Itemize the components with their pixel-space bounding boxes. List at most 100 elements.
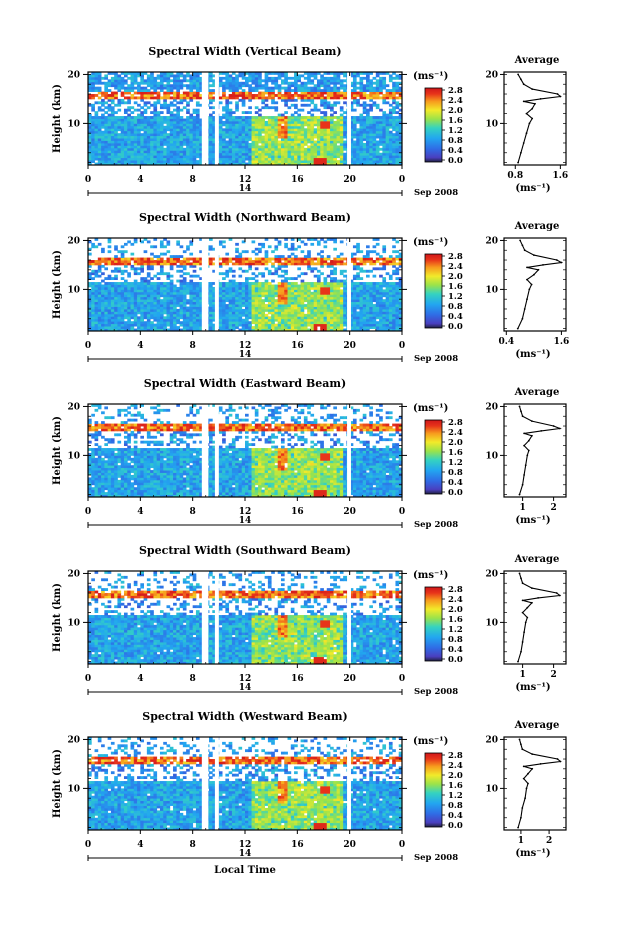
colorbar-tick-label: 0.8 (448, 635, 463, 645)
date-month-label: Sep 2008 (414, 853, 458, 863)
colorbar-tick-label: 2.4 (448, 761, 463, 771)
colorbar-tick-label: 2.4 (448, 428, 463, 438)
profile-point (556, 93, 559, 95)
heatmap-cells (88, 238, 403, 332)
profile-point (520, 816, 522, 819)
colorbar (424, 752, 443, 828)
profile-point (517, 161, 519, 164)
date-day-label: 14 (239, 184, 252, 194)
panel-4: Spectral Width (Westward Beam)2010Height… (52, 710, 567, 876)
profile-point (524, 621, 527, 624)
profile-title: Average (514, 720, 560, 731)
colorbar-tick-label: 0.0 (448, 655, 463, 665)
colorbar-unit: (ms⁻¹) (413, 570, 448, 581)
profile-point (559, 95, 562, 98)
y-tick-label: 10 (67, 285, 80, 295)
panel-1: Spectral Width (Northward Beam) 20 10 Heigh… (52, 211, 569, 364)
profile-point (522, 777, 525, 780)
date-day-label: 14 (239, 350, 252, 360)
y-tick-label: 20 (67, 236, 80, 246)
data-gap-1 (214, 737, 219, 830)
x-tick-label: 16 (291, 507, 304, 517)
profile-point (531, 753, 534, 755)
colorbar-tick-label: 0.8 (448, 136, 463, 146)
profile-point (517, 826, 519, 829)
data-gap-0 (201, 571, 209, 664)
date-month-label: Sep 2008 (414, 188, 458, 198)
colorbar-tick-label: 2.4 (448, 262, 463, 272)
profile-point (521, 483, 524, 486)
profile-point (527, 782, 529, 785)
profile-point (526, 616, 529, 619)
colorbar-tick-label: 0.8 (448, 302, 463, 312)
y-tick-label: 10 (67, 119, 80, 129)
panel-title: Spectral Width (Vertical Beam) (148, 45, 341, 58)
x-tick-label: 0 (85, 840, 91, 850)
colorbar-tick-label: 0.0 (448, 156, 463, 166)
profile-point (558, 594, 561, 597)
colorbar (424, 87, 443, 163)
colorbar-unit: (ms⁻¹) (413, 736, 448, 747)
profile-point (523, 474, 525, 476)
profile-point (519, 239, 521, 242)
x-tick-label: 0 (399, 840, 405, 850)
colorbar-tick-label: 1.2 (448, 625, 463, 635)
profile-point (533, 254, 535, 256)
heatmap-cells (88, 571, 403, 665)
y-axis-label: Height (km) (52, 250, 63, 319)
profile-point (540, 430, 543, 432)
profile-point (522, 83, 525, 86)
x-tick-label: 8 (190, 341, 196, 351)
date-month-label: Sep 2008 (414, 354, 458, 364)
profile-y-tick-label: 10 (485, 285, 498, 295)
profile-point (518, 572, 521, 575)
y-tick-label: 10 (67, 451, 80, 461)
colorbar-tick-label: 0.4 (448, 146, 463, 156)
profile-point (517, 73, 519, 76)
profile-title: Average (514, 221, 560, 232)
x-tick-label: 4 (137, 674, 143, 684)
date-month-label: Sep 2008 (414, 687, 458, 697)
profile-point (525, 787, 528, 790)
profile-point (518, 493, 521, 496)
profile-x-label: (ms⁻¹) (515, 848, 550, 859)
y-axis-label: Height (km) (52, 583, 63, 652)
profile-point (526, 454, 529, 457)
x-tick-label: 0 (399, 175, 405, 185)
profile-frame (503, 237, 567, 332)
profile-point (531, 420, 533, 422)
data-gap-2 (347, 571, 351, 664)
y-tick-label: 20 (67, 735, 80, 745)
colorbar-tick-label: 2.0 (448, 106, 463, 116)
x-tick-label: 16 (291, 175, 304, 185)
data-gap-0 (201, 72, 209, 165)
profile-point (521, 599, 524, 602)
data-gap-1 (214, 571, 219, 664)
profile-point (526, 606, 529, 609)
date-month-label: Sep 2008 (414, 520, 458, 530)
colorbar-tick-label: 1.2 (448, 292, 463, 302)
profile-y-tick-label: 20 (485, 70, 498, 80)
profile-x-label: (ms⁻¹) (515, 515, 550, 526)
profile-point (555, 259, 558, 261)
profile-point (539, 763, 542, 765)
profile-point (526, 266, 528, 269)
profile-x-tick-label: 1 (518, 836, 524, 846)
profile-title: Average (514, 55, 560, 66)
profile-point (558, 427, 561, 430)
colorbar-unit: (ms⁻¹) (413, 71, 448, 82)
x-tick-label: 4 (137, 840, 143, 850)
profile-point (520, 78, 522, 81)
profile-point (520, 650, 522, 653)
data-gap-1 (214, 404, 219, 497)
profile-point (526, 298, 528, 301)
data-gap-0 (201, 404, 209, 497)
x-tick-label: 16 (291, 341, 304, 351)
colorbar-tick-label: 2.8 (448, 585, 463, 595)
panel-title: Spectral Width (Northward Beam) (139, 211, 351, 224)
date-day-label: 14 (239, 849, 252, 859)
panel-title: Spectral Width (Southward Beam) (139, 544, 351, 557)
profile-point (555, 592, 558, 594)
profile-y-tick-label: 10 (485, 618, 498, 628)
colorbar-tick-label: 2.0 (448, 272, 463, 282)
